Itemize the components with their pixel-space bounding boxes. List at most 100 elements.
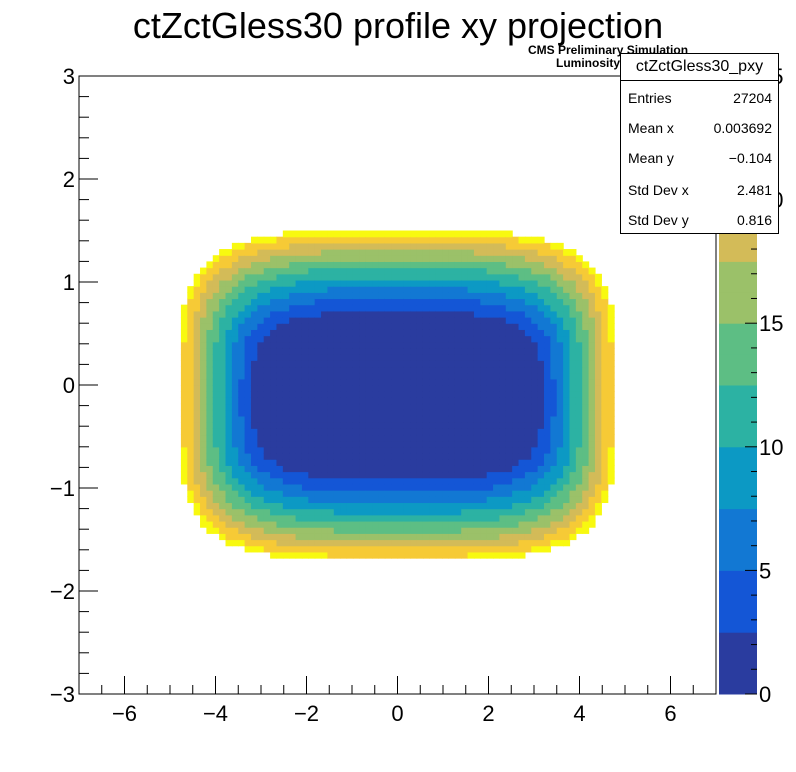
heatmap-cell [301, 242, 309, 250]
heatmap-cell [308, 545, 316, 553]
heatmap-cell [550, 440, 558, 448]
heatmap-cell [467, 329, 475, 337]
heatmap-cell [219, 520, 227, 528]
heatmap-cell [327, 422, 335, 429]
heatmap-cell [448, 292, 456, 300]
heatmap-cell [263, 298, 271, 306]
heatmap-cell [321, 273, 329, 281]
heatmap-cell [231, 477, 239, 485]
heatmap-cell [384, 452, 392, 460]
heatmap-cell [435, 471, 443, 479]
heatmap-cell [276, 533, 284, 541]
heatmap-cell [493, 360, 501, 368]
heatmap-cell [512, 347, 520, 355]
heatmap-cell [486, 310, 494, 318]
heatmap-cell [231, 496, 239, 504]
heatmap-cell [563, 397, 571, 405]
heatmap-cell [544, 545, 551, 553]
heatmap-cell [454, 292, 462, 300]
heatmap-cell [505, 323, 513, 330]
heatmap-cell [238, 397, 246, 405]
heatmap-cell [537, 397, 545, 405]
heatmap-cell [212, 267, 220, 275]
heatmap-cell [531, 255, 539, 262]
heatmap-cell [340, 446, 348, 454]
heatmap-cell [550, 397, 558, 405]
heatmap-cell [588, 298, 596, 306]
heatmap-cell [422, 459, 430, 466]
heatmap-cell [588, 452, 596, 460]
heatmap-cell [257, 477, 265, 485]
heatmap-cell [352, 446, 360, 454]
heatmap-cell [531, 428, 539, 436]
heatmap-cell [391, 230, 399, 238]
heatmap-cell [448, 273, 456, 281]
heatmap-cell [493, 477, 501, 485]
heatmap-cell [333, 329, 341, 337]
heatmap-cell [435, 452, 443, 460]
heatmap-cell [314, 403, 322, 411]
heatmap-cell [231, 471, 239, 479]
heatmap-cell [193, 329, 201, 337]
x-tick-label: 6 [664, 701, 676, 726]
heatmap-cell [480, 329, 488, 337]
heatmap-cell [524, 372, 532, 380]
heatmap-cell [225, 465, 233, 473]
heatmap-cell [442, 242, 450, 250]
heatmap-cell [537, 527, 545, 534]
heatmap-cell [378, 446, 386, 454]
heatmap-cell [333, 446, 341, 454]
heatmap-cell [219, 533, 227, 541]
heatmap-cell [206, 304, 214, 312]
heatmap-cell [257, 422, 265, 429]
heatmap-cell [473, 317, 481, 324]
heatmap-cell [544, 459, 551, 466]
heatmap-cell [327, 409, 335, 417]
heatmap-cell [270, 508, 278, 516]
heatmap-cell [276, 329, 284, 337]
heatmap-cell [372, 286, 379, 293]
heatmap-cell [327, 378, 335, 386]
heatmap-cell [200, 434, 207, 442]
heatmap-cell [512, 292, 520, 300]
heatmap-cell [518, 502, 526, 510]
heatmap-cell [563, 317, 571, 324]
heatmap-cell [384, 366, 392, 374]
heatmap-cell [372, 471, 379, 479]
heatmap-cell [556, 242, 564, 250]
heatmap-cell [601, 317, 609, 324]
heatmap-cell [359, 354, 367, 361]
heatmap-cell [410, 520, 418, 528]
heatmap-cell [365, 514, 373, 522]
heatmap-cell [282, 496, 290, 504]
heatmap-cell [537, 502, 545, 510]
heatmap-cell [550, 317, 558, 324]
heatmap-cell [282, 317, 290, 324]
heatmap-cell [442, 329, 450, 337]
heatmap-cell [422, 310, 430, 318]
heatmap-cell [493, 533, 501, 541]
heatmap-cell [582, 502, 590, 510]
heatmap-cell [537, 304, 545, 312]
heatmap-cell [563, 378, 571, 386]
heatmap-cell [340, 329, 348, 337]
heatmap-cell [429, 304, 437, 312]
heatmap-cell [588, 397, 596, 405]
heatmap-cell [212, 317, 220, 324]
heatmap-cell [416, 354, 424, 361]
heatmap-cell [429, 397, 437, 405]
heatmap-cell [461, 341, 469, 349]
heatmap-cell [276, 477, 284, 485]
heatmap-cell [410, 452, 418, 460]
heatmap-cell [231, 527, 239, 534]
heatmap-cell [531, 354, 539, 361]
heatmap-cell [231, 428, 239, 436]
heatmap-cell [493, 496, 501, 504]
heatmap-cell [384, 298, 392, 306]
heatmap-cell [512, 304, 520, 312]
heatmap-cell [372, 446, 379, 454]
heatmap-cell [257, 385, 265, 392]
heatmap-cell [461, 236, 469, 244]
heatmap-cell [301, 496, 309, 504]
heatmap-cell [327, 514, 335, 522]
